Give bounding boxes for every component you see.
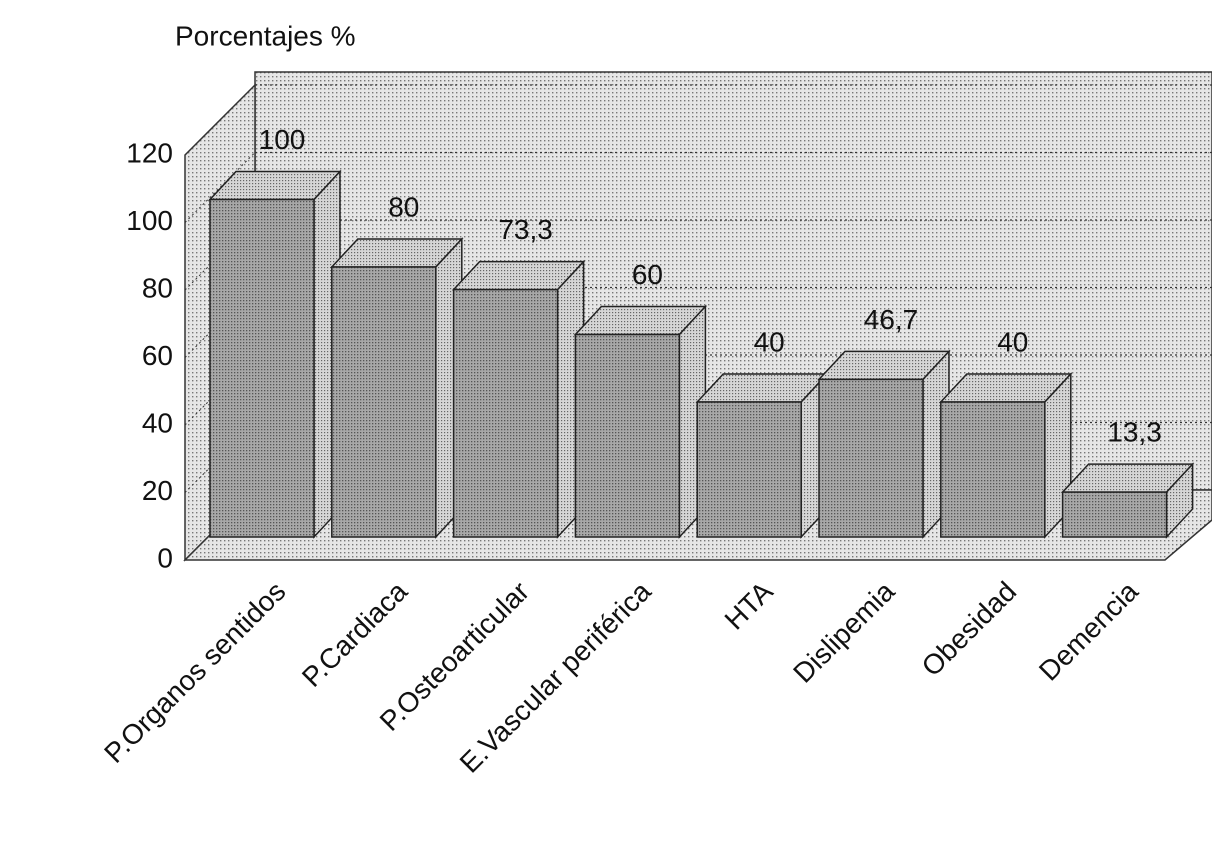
bar <box>818 378 924 538</box>
value-label: 60 <box>632 259 663 290</box>
y-tick-label: 60 <box>142 340 173 371</box>
value-label: 40 <box>997 326 1028 357</box>
grid-line <box>184 287 256 358</box>
bar <box>574 333 681 538</box>
grid-line <box>184 219 256 291</box>
bar <box>209 198 315 538</box>
x-tick-label: P.Cardiaca <box>296 575 414 693</box>
bar <box>331 266 437 538</box>
value-label: 46,7 <box>864 304 919 335</box>
y-tick-label: 20 <box>142 475 173 506</box>
x-tick-label: Demencia <box>1033 575 1144 686</box>
x-tick-label: Obesidad <box>916 576 1023 683</box>
y-tick-label: 100 <box>126 205 173 236</box>
bar <box>696 401 802 538</box>
grid-line <box>184 422 256 493</box>
grid-line <box>184 84 256 156</box>
bar <box>1061 491 1168 538</box>
x-tick-label: HTA <box>719 575 779 635</box>
x-tick-label: Dislipemia <box>787 575 901 689</box>
y-axis-label: Porcentajes % <box>175 20 356 51</box>
y-tick-label: 0 <box>157 542 173 573</box>
value-label: 13,3 <box>1107 417 1162 448</box>
bar <box>452 288 559 538</box>
grid-line <box>184 354 256 426</box>
y-tick-label: 120 <box>126 137 173 168</box>
value-label: 40 <box>754 326 785 357</box>
value-label: 80 <box>388 191 419 222</box>
x-tick-label: P.Organos sentidos <box>98 576 291 769</box>
y-tick-label: 80 <box>142 272 173 303</box>
y-tick-label: 40 <box>142 407 173 438</box>
grid-line <box>184 152 256 223</box>
value-label: 73,3 <box>498 214 553 245</box>
bar <box>940 401 1046 538</box>
value-label: 100 <box>259 124 306 155</box>
